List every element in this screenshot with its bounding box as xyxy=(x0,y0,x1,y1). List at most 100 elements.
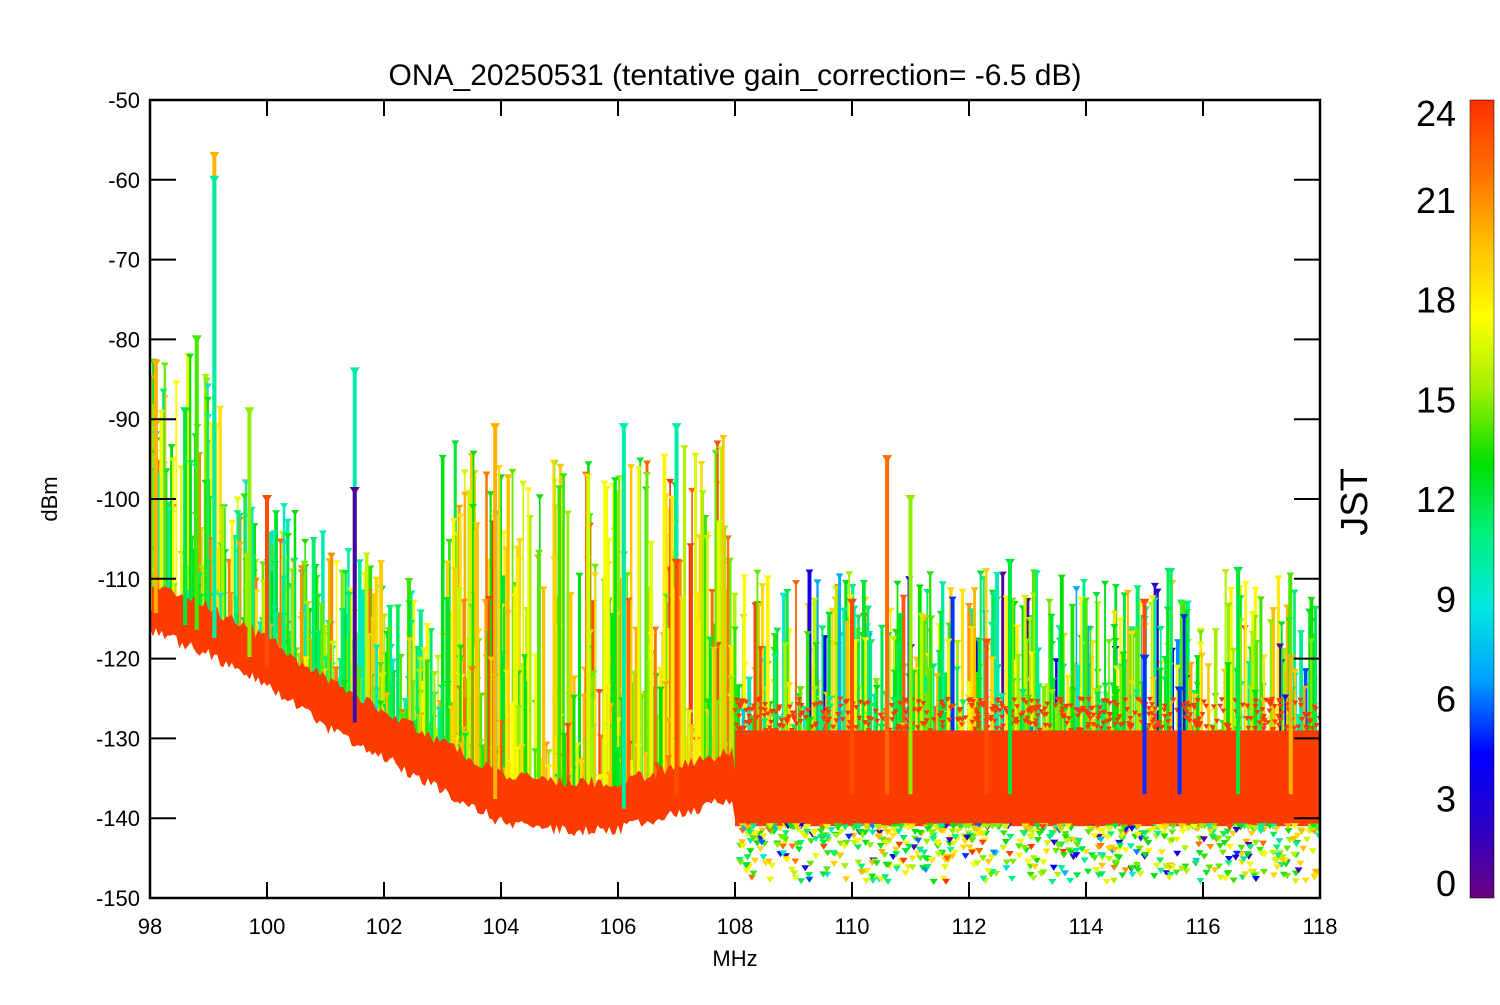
floor-marker xyxy=(762,702,769,708)
spike-marker xyxy=(416,609,425,616)
spike-marker xyxy=(563,510,572,517)
spike-marker xyxy=(1248,630,1257,637)
spike-marker xyxy=(1132,627,1141,634)
floor-marker xyxy=(1209,725,1216,731)
floor-marker xyxy=(1116,842,1125,849)
floor-marker xyxy=(949,840,958,847)
spike-marker xyxy=(303,600,312,607)
x-axis-ticks: 98 100 102 104 106 108 110 112 114 116 118 xyxy=(138,100,1338,939)
spike-marker xyxy=(1111,685,1120,692)
peak-marker xyxy=(1174,686,1185,695)
spike-marker xyxy=(727,644,736,651)
spike-marker xyxy=(889,636,898,643)
spike-marker xyxy=(468,504,477,511)
floor-marker xyxy=(823,834,832,841)
floor-marker xyxy=(1038,709,1045,715)
floor-marker xyxy=(1042,722,1049,728)
floor-marker xyxy=(1073,707,1080,713)
spike-marker xyxy=(988,656,997,663)
spike-marker xyxy=(691,452,700,459)
spike-marker xyxy=(662,593,671,600)
floor-marker xyxy=(1157,849,1166,856)
floor-marker xyxy=(1061,831,1070,838)
spike-marker xyxy=(763,575,772,582)
peak-marker xyxy=(349,367,360,376)
floor-marker xyxy=(1214,863,1223,870)
floor-marker xyxy=(1271,704,1278,710)
peak-marker xyxy=(981,638,992,647)
floor-marker xyxy=(920,701,927,707)
floor-marker xyxy=(826,716,833,722)
floor-marker xyxy=(874,834,883,841)
spike-marker xyxy=(498,650,507,657)
floor-marker xyxy=(1186,703,1193,709)
spike-marker xyxy=(1211,628,1220,635)
spike-marker xyxy=(559,473,568,480)
floor-marker xyxy=(761,707,768,713)
floor-marker xyxy=(1118,872,1127,879)
floor-marker xyxy=(868,877,877,884)
floor-marker xyxy=(1087,716,1094,722)
spike-marker xyxy=(1021,594,1030,601)
floor-marker xyxy=(1145,828,1154,835)
floor-marker xyxy=(1272,826,1281,833)
floor-marker xyxy=(1135,845,1144,852)
colorbar-tick-label: 21 xyxy=(1416,180,1456,221)
spike-marker xyxy=(1229,647,1238,654)
floor-marker xyxy=(1114,717,1121,723)
floor-marker xyxy=(989,706,996,712)
x-tick-label: 104 xyxy=(483,914,520,939)
spike-marker xyxy=(982,568,991,575)
floor-marker xyxy=(865,715,872,721)
spike-marker xyxy=(201,373,210,380)
floor-marker xyxy=(1072,847,1081,854)
floor-marker xyxy=(1146,723,1153,729)
spike-marker xyxy=(484,595,493,602)
floor-marker xyxy=(1065,716,1072,722)
spike-marker xyxy=(1248,611,1257,618)
floor-marker xyxy=(1185,715,1192,721)
floor-marker xyxy=(1229,830,1238,837)
floor-marker xyxy=(736,713,743,719)
floor-marker xyxy=(1169,823,1178,830)
spike-marker xyxy=(692,591,701,598)
spike-marker xyxy=(160,394,169,401)
floor-marker xyxy=(1201,699,1208,705)
spike-marker xyxy=(685,751,694,758)
floor-marker xyxy=(1157,724,1164,730)
spike-marker xyxy=(647,540,656,547)
floor-marker xyxy=(780,723,787,729)
floor-marker xyxy=(797,878,806,885)
spike-marker xyxy=(641,752,650,759)
floor-marker xyxy=(1252,703,1259,709)
floor-marker xyxy=(759,833,768,840)
spike-marker xyxy=(510,593,519,600)
spike-marker xyxy=(549,459,558,466)
floor-marker xyxy=(1278,857,1287,864)
spike-marker xyxy=(1269,607,1278,614)
floor-marker xyxy=(929,836,938,843)
floor-marker xyxy=(1152,862,1161,869)
floor-marker xyxy=(1017,712,1024,718)
floor-marker xyxy=(736,859,745,866)
floor-marker xyxy=(1199,712,1206,718)
plot-data-layer xyxy=(150,151,1320,886)
floor-marker xyxy=(894,726,901,732)
floor-marker xyxy=(790,870,799,877)
spike-marker xyxy=(604,538,613,545)
floor-marker xyxy=(842,876,851,883)
spike-marker xyxy=(1040,685,1049,692)
floor-marker xyxy=(903,709,910,715)
colorbar-label: JST xyxy=(1334,468,1376,536)
peak-marker xyxy=(349,487,360,496)
floor-marker xyxy=(1283,823,1292,830)
floor-marker xyxy=(959,844,968,851)
spike-marker xyxy=(835,573,844,580)
spike-marker xyxy=(478,744,487,751)
floor-marker xyxy=(845,710,852,716)
spike-marker xyxy=(711,449,720,456)
floor-marker xyxy=(1101,709,1108,715)
floor-marker xyxy=(1274,852,1283,859)
floor-marker xyxy=(1161,703,1168,709)
floor-marker xyxy=(1309,823,1318,830)
